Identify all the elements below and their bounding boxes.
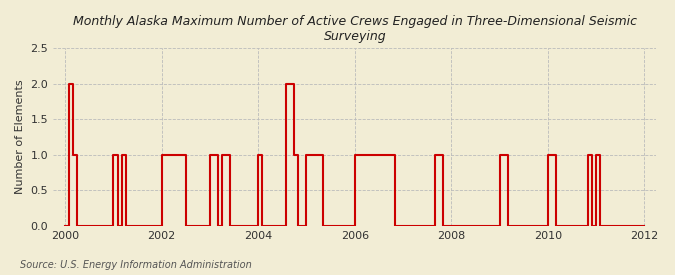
Text: Source: U.S. Energy Information Administration: Source: U.S. Energy Information Administ… (20, 260, 252, 270)
Title: Monthly Alaska Maximum Number of Active Crews Engaged in Three-Dimensional Seism: Monthly Alaska Maximum Number of Active … (73, 15, 637, 43)
Y-axis label: Number of Elements: Number of Elements (15, 80, 25, 194)
